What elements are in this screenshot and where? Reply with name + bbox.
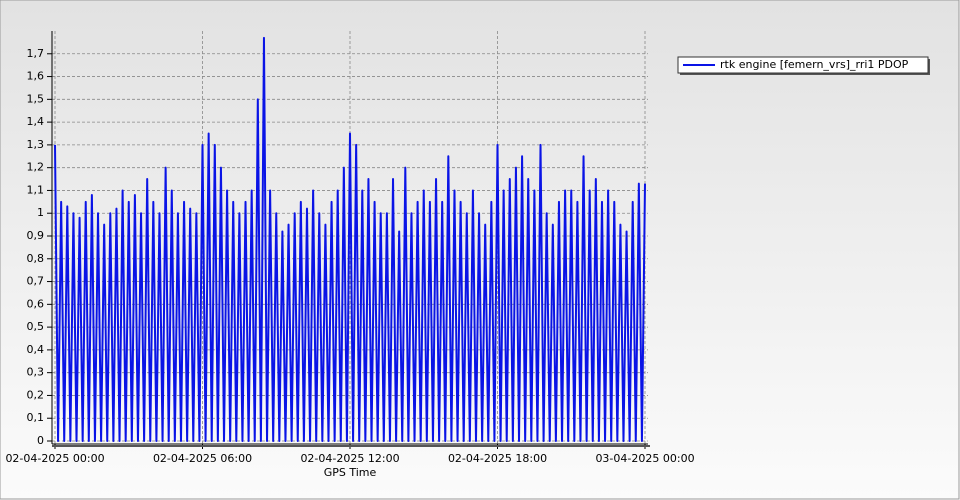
legend-box (677, 56, 929, 74)
y-tick-label: 0,5 (27, 320, 45, 333)
y-tick-label: 0,9 (27, 229, 45, 242)
x-tick-label: 02-04-2025 18:00 (448, 452, 547, 465)
y-tick-label: 1,5 (27, 92, 45, 105)
y-tick-label: 0,7 (27, 275, 45, 288)
y-tick-label: 0,4 (27, 343, 45, 356)
y-tick-label: 1,3 (27, 138, 45, 151)
y-tick-label: 0,8 (27, 252, 45, 265)
y-tick-label: 0 (37, 434, 44, 447)
y-tick-label: 1,1 (27, 183, 45, 196)
x-tick-label: 03-04-2025 00:00 (595, 452, 694, 465)
y-tick-label: 1,2 (27, 161, 45, 174)
y-tick-label: 0,1 (27, 411, 45, 424)
y-tick-label: 1,4 (27, 115, 45, 128)
x-tick-label: 02-04-2025 12:00 (300, 452, 399, 465)
legend-label: rtk engine [femern_vrs]_rri1 PDOP (720, 58, 909, 71)
x-axis-label: GPS Time (324, 466, 377, 479)
y-tick-label: 1,7 (27, 47, 45, 60)
y-tick-label: 0,3 (27, 366, 45, 379)
y-tick-label: 1 (37, 206, 44, 219)
y-tick-label: 1,6 (27, 70, 45, 83)
x-tick-label: 02-04-2025 06:00 (153, 452, 252, 465)
y-tick-label: 0,2 (27, 388, 45, 401)
x-tick-label: 02-04-2025 00:00 (5, 452, 104, 465)
data-line (54, 36, 646, 442)
y-tick-label: 0,6 (27, 297, 45, 310)
